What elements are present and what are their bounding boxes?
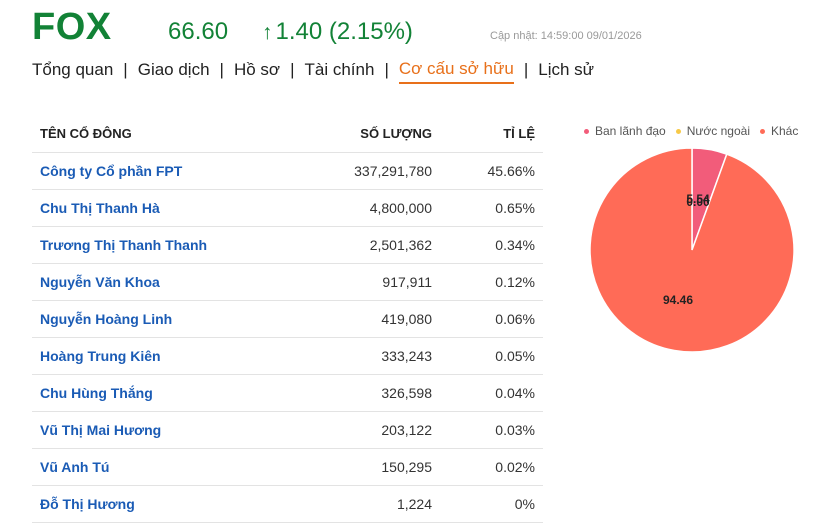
up-arrow-icon: ↑: [262, 21, 273, 44]
table-row: Chu Thị Thanh Hà 4,800,000 0.65%: [32, 190, 543, 227]
legend-label: Ban lãnh đạo: [595, 124, 666, 138]
tab-profile[interactable]: Hồ sơ: [233, 60, 281, 79]
table-row: Vũ Thị Mai Hương 203,122 0.03%: [32, 412, 543, 449]
tab-separator: |: [384, 60, 389, 79]
shareholder-name-link[interactable]: Nguyễn Hoàng Linh: [40, 311, 173, 327]
pie-value-label: 0.00: [686, 195, 710, 209]
legend-item-foreign[interactable]: Nước ngoài: [675, 124, 750, 138]
share-quantity: 337,291,780: [354, 163, 432, 179]
pie-value-label: 94.46: [663, 293, 693, 307]
stock-header: FOX 66.60 ↑ 1.40 (2.15%) Cập nhật: 14:59:…: [32, 4, 792, 54]
legend-label: Khác: [771, 124, 799, 138]
legend-dot-icon: [760, 128, 765, 134]
tab-separator: |: [290, 60, 295, 79]
share-quantity: 2,501,362: [369, 237, 432, 253]
share-quantity: 333,243: [381, 348, 432, 364]
legend-item-other[interactable]: Khác: [760, 124, 798, 138]
shareholder-table: TÊN CỔ ĐÔNG SỐ LƯỢNG TỈ LỆ Công ty Cổ ph…: [32, 114, 543, 523]
legend-dot-icon: [584, 128, 589, 134]
shareholder-name-link[interactable]: Chu Hùng Thắng: [40, 385, 153, 401]
ownership-ratio: 0.65%: [495, 200, 535, 216]
tab-bar: Tổng quan | Giao dịch | Hồ sơ | Tài chín…: [32, 59, 594, 84]
share-quantity: 419,080: [381, 311, 432, 327]
ownership-ratio: 0.34%: [495, 237, 535, 253]
table-row: Nguyễn Văn Khoa 917,911 0.12%: [32, 264, 543, 301]
legend-dot-icon: [675, 128, 681, 134]
pie-value-label: 5.54: [686, 192, 710, 206]
shareholder-name-link[interactable]: Vũ Anh Tú: [40, 459, 110, 475]
table-row: Vũ Anh Tú 150,295 0.02%: [32, 449, 543, 486]
table-row: Chu Hùng Thắng 326,598 0.04%: [32, 375, 543, 412]
shareholder-name-link[interactable]: Nguyễn Văn Khoa: [40, 274, 160, 290]
price-change-value: 1.40 (2.15%): [275, 18, 413, 45]
share-quantity: 150,295: [381, 459, 432, 475]
tab-separator: |: [219, 60, 224, 79]
ownership-ratio: 0.06%: [495, 311, 535, 327]
price-change: ↑ 1.40 (2.15%): [262, 18, 413, 46]
table-row: Công ty Cổ phần FPT 337,291,780 45.66%: [32, 153, 543, 190]
ownership-ratio: 0.04%: [495, 385, 535, 401]
legend-label: Nước ngoài: [686, 124, 750, 138]
ownership-ratio: 0.05%: [495, 348, 535, 364]
ownership-ratio: 0.12%: [495, 274, 535, 290]
share-quantity: 203,122: [381, 422, 432, 438]
pie-slice-other[interactable]: [589, 147, 795, 353]
ownership-ratio: 0.03%: [495, 422, 535, 438]
ownership-pie-chart: 5.540.00 94.46: [589, 147, 795, 353]
shareholder-name-link[interactable]: Vũ Thị Mai Hương: [40, 422, 162, 438]
share-quantity: 4,800,000: [369, 200, 432, 216]
ownership-ratio: 0%: [514, 496, 535, 512]
share-quantity: 1,224: [396, 496, 432, 512]
table-row: Đỗ Thị Hương 1,224 0%: [32, 486, 543, 523]
table-row: Hoàng Trung Kiên 333,243 0.05%: [32, 338, 543, 375]
tab-trading[interactable]: Giao dịch: [137, 60, 210, 79]
shareholder-name-link[interactable]: Chu Thị Thanh Hà: [40, 200, 160, 216]
column-header-quantity: SỐ LƯỢNG: [360, 125, 432, 141]
legend-item-management[interactable]: Ban lãnh đạo: [584, 124, 666, 138]
tab-ownership[interactable]: Cơ cấu sở hữu: [398, 59, 514, 84]
shareholder-name-link[interactable]: Trương Thị Thanh Thanh: [40, 237, 208, 253]
tab-history[interactable]: Lịch sử: [538, 60, 595, 79]
table-header: TÊN CỔ ĐÔNG SỐ LƯỢNG TỈ LỆ: [32, 114, 543, 153]
shareholder-name-link[interactable]: Đỗ Thị Hương: [40, 496, 135, 512]
share-quantity: 326,598: [381, 385, 432, 401]
shareholder-name-link[interactable]: Công ty Cổ phần FPT: [40, 163, 183, 179]
shareholder-name-link[interactable]: Hoàng Trung Kiên: [40, 348, 161, 364]
table-row: Trương Thị Thanh Thanh 2,501,362 0.34%: [32, 227, 543, 264]
table-row: Nguyễn Hoàng Linh 419,080 0.06%: [32, 301, 543, 338]
ticker-symbol: FOX: [32, 6, 112, 48]
column-header-name: TÊN CỔ ĐÔNG: [40, 125, 132, 141]
tab-overview[interactable]: Tổng quan: [32, 60, 114, 79]
tab-financials[interactable]: Tài chính: [304, 60, 375, 79]
tab-separator: |: [123, 60, 128, 79]
column-header-ratio: TỈ LỆ: [503, 125, 535, 141]
chart-legend: Ban lãnh đạo Nước ngoài Khác: [584, 124, 808, 138]
current-price: 66.60: [168, 18, 229, 45]
ownership-ratio: 45.66%: [487, 163, 535, 179]
tab-separator: |: [523, 60, 529, 79]
update-timestamp: Cập nhật: 14:59:00 09/01/2026: [490, 30, 642, 42]
ownership-ratio: 0.02%: [495, 459, 535, 475]
share-quantity: 917,911: [382, 274, 432, 290]
